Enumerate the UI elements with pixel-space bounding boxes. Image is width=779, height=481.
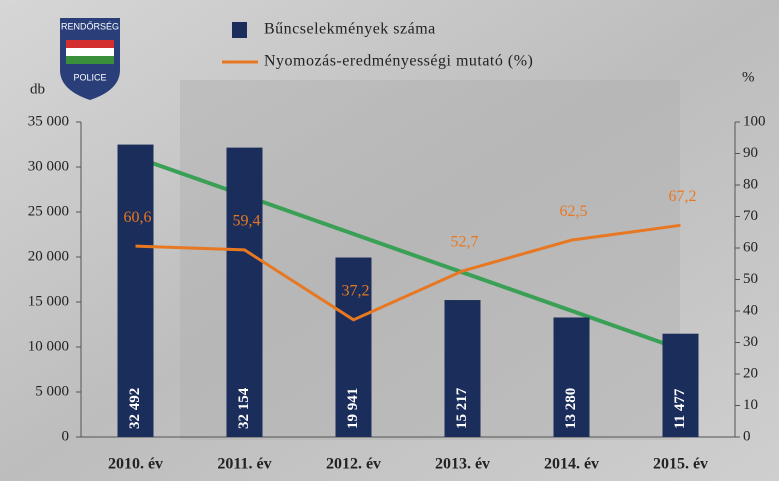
logo-text: POLICE bbox=[73, 72, 106, 82]
y-tick-label: 15 000 bbox=[28, 293, 69, 309]
bar-label: 32 492 bbox=[127, 388, 143, 429]
line-label: 52,7 bbox=[451, 234, 479, 251]
x-tick-label: 2012. év bbox=[326, 456, 381, 473]
bar-label: 32 154 bbox=[236, 387, 252, 429]
bar-label: 13 280 bbox=[563, 388, 579, 429]
bar bbox=[226, 147, 263, 437]
y-tick-label: 30 000 bbox=[28, 158, 69, 174]
y-tick-label: 0 bbox=[62, 428, 70, 444]
bar bbox=[553, 317, 590, 437]
x-tick-label: 2010. év bbox=[108, 456, 163, 473]
y2-tick-label: 90 bbox=[743, 145, 758, 161]
y2-tick-label: 60 bbox=[743, 239, 758, 255]
y-tick-label: 5 000 bbox=[35, 383, 69, 399]
trend-arrow bbox=[134, 155, 688, 354]
y2-tick-label: 20 bbox=[743, 365, 758, 381]
logo: RENDŐRSÉG POLICE bbox=[60, 18, 120, 100]
x-tick-label: 2011. év bbox=[217, 456, 271, 473]
legend-label: Nyomozás-eredményességi mutató (%) bbox=[264, 53, 533, 70]
y-tick-label: 20 000 bbox=[28, 248, 69, 264]
y2-tick-label: 80 bbox=[743, 176, 758, 192]
y2-tick-label: 40 bbox=[743, 302, 758, 318]
line-label: 62,5 bbox=[560, 203, 588, 220]
y2-tick-label: 100 bbox=[743, 113, 766, 129]
y2-tick-label: 30 bbox=[743, 334, 758, 350]
y2-tick-label: 50 bbox=[743, 271, 758, 287]
line-label: 60,6 bbox=[124, 209, 152, 226]
line bbox=[135, 223, 681, 322]
legend-swatch bbox=[232, 22, 247, 38]
x-tick-label: 2014. év bbox=[544, 456, 599, 473]
y-tick-label: 10 000 bbox=[28, 338, 69, 354]
bar-label: 19 941 bbox=[345, 388, 361, 429]
bar bbox=[444, 300, 481, 437]
line-label: 67,2 bbox=[669, 188, 697, 205]
logo-text: RENDŐRSÉG bbox=[61, 21, 119, 31]
y-tick-label: 35 000 bbox=[28, 113, 69, 129]
bar bbox=[117, 144, 154, 437]
y2-tick-label: 0 bbox=[743, 428, 751, 444]
y2-tick-label: 10 bbox=[743, 397, 758, 413]
legend-label: Bűncselekmények száma bbox=[264, 21, 436, 38]
bar bbox=[662, 333, 699, 437]
y-axis-label: db bbox=[30, 81, 45, 97]
y2-tick-label: 70 bbox=[743, 208, 758, 224]
x-tick-label: 2015. év bbox=[653, 456, 708, 473]
y2-axis-label: % bbox=[742, 69, 755, 85]
bar-label: 15 217 bbox=[454, 387, 470, 429]
bar-label: 11 477 bbox=[672, 388, 688, 429]
x-tick-label: 2013. év bbox=[435, 456, 490, 473]
line-label: 59,4 bbox=[233, 213, 261, 230]
y-tick-label: 25 000 bbox=[28, 203, 69, 219]
line-label: 37,2 bbox=[342, 282, 370, 299]
bar bbox=[335, 257, 372, 437]
